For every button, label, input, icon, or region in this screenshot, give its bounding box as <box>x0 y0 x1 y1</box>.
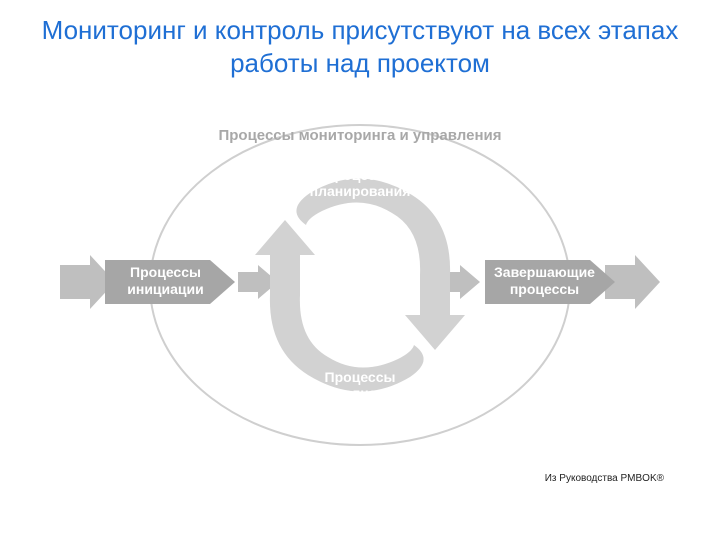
process-diagram: Процессы мониторинга и управления Процес… <box>60 115 660 455</box>
monitoring-label: Процессы мониторинга и управления <box>210 127 510 144</box>
page-title: Мониторинг и контроль присутствуют на вс… <box>0 0 720 79</box>
initiation-label: Процессы инициации <box>108 264 223 298</box>
execution-label: Процессы исполнения <box>285 369 435 401</box>
citation-text: Из Руководства PMBOK® <box>545 473 664 484</box>
closing-label: Завершающие процессы <box>487 264 602 298</box>
planning-label: Процессы планирования <box>285 167 435 199</box>
